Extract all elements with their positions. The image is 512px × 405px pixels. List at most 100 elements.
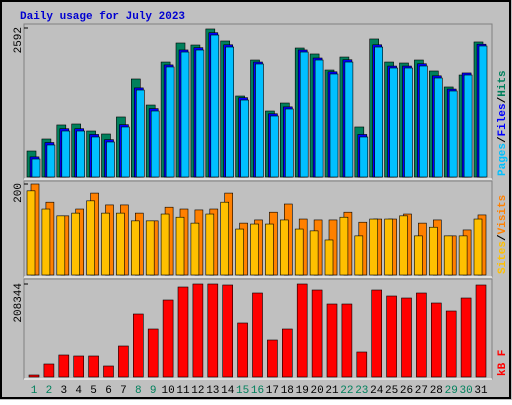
bar (240, 99, 249, 178)
x-tick-label: 20 (310, 385, 323, 397)
x-tick-label: 10 (161, 385, 174, 397)
bar (180, 51, 190, 178)
x-tick-label: 25 (385, 385, 398, 397)
bar (369, 218, 379, 276)
bar (294, 228, 304, 276)
x-tick-label: 2 (46, 385, 53, 397)
legend-entry: Visits (497, 195, 509, 235)
bar (133, 313, 144, 378)
bar (101, 212, 110, 276)
bar (339, 216, 349, 276)
bar (371, 289, 383, 378)
bar (46, 144, 56, 178)
bar (463, 74, 473, 178)
x-tick-label: 24 (370, 385, 384, 397)
bar (26, 190, 36, 276)
bar (416, 292, 427, 378)
bar (311, 289, 323, 378)
bar (195, 49, 205, 178)
legend-entry: Files (497, 103, 509, 136)
x-tick-label: 3 (60, 385, 67, 397)
bar (205, 213, 215, 276)
legend-separator: / (497, 234, 509, 241)
bar (356, 351, 368, 378)
bar (165, 66, 175, 178)
legend: Pages/Files/Hits (497, 70, 509, 176)
bar (76, 130, 85, 178)
bar (344, 61, 354, 178)
x-tick-label: 17 (266, 385, 279, 397)
x-tick-label: 19 (296, 385, 309, 397)
y-tick-label: 2592 (13, 27, 25, 53)
bar (222, 284, 233, 378)
x-tick-label: 21 (325, 385, 339, 397)
bar (43, 363, 55, 378)
x-tick-label: 15 (236, 385, 249, 397)
bar (103, 365, 114, 378)
x-tick-label: 14 (221, 385, 235, 397)
x-tick-label: 18 (281, 385, 294, 397)
legend-entry: Pages (497, 143, 509, 176)
bar (359, 136, 369, 178)
x-tick-label: 23 (355, 385, 368, 397)
bar (428, 226, 438, 276)
bar (136, 89, 145, 178)
x-tick-label: 9 (150, 385, 157, 397)
bar (326, 303, 338, 378)
bar (299, 51, 309, 178)
legend-separator: / (497, 136, 509, 143)
bar (384, 218, 393, 276)
bar (220, 201, 229, 276)
bar (445, 310, 457, 378)
x-tick-label: 5 (90, 385, 97, 397)
bar (448, 90, 458, 178)
bar (58, 354, 70, 378)
x-tick-label: 12 (191, 385, 204, 397)
bar (131, 220, 140, 276)
x-tick-label: 30 (459, 385, 472, 397)
bar (175, 216, 185, 276)
bar (419, 65, 428, 178)
bar (250, 223, 259, 276)
bar (252, 292, 263, 378)
legend-entry: Sites (497, 241, 509, 274)
bar (414, 235, 423, 276)
bar (255, 63, 264, 178)
legend-entry: Hits (497, 70, 509, 96)
bar (86, 200, 95, 276)
x-tick-label: 22 (340, 385, 353, 397)
legend-entry: kB F (497, 350, 509, 376)
chart-title: Daily usage for July 2023 (20, 11, 185, 23)
bar (207, 283, 219, 378)
bar (354, 235, 364, 276)
x-tick-label: 31 (474, 385, 488, 397)
x-tick-label: 26 (400, 385, 413, 397)
x-tick-label: 27 (415, 385, 428, 397)
bar (210, 34, 220, 178)
bar (324, 239, 334, 276)
bar (31, 158, 41, 178)
x-tick-label: 13 (206, 385, 219, 397)
bar (374, 46, 384, 178)
bar (329, 73, 339, 178)
x-tick-label: 4 (75, 385, 82, 397)
bar (91, 136, 100, 178)
legend: kB F (497, 350, 509, 376)
bar (399, 215, 408, 276)
bar (270, 115, 279, 178)
bar (433, 77, 443, 178)
bar (88, 355, 99, 378)
bar (160, 213, 170, 276)
bar (73, 355, 84, 378)
x-tick-label: 1 (31, 385, 38, 397)
bar (41, 208, 51, 276)
bar (71, 212, 80, 276)
bar (314, 59, 324, 178)
bar (265, 223, 274, 276)
bar (284, 108, 294, 178)
bar (56, 215, 66, 276)
x-tick-label: 11 (176, 385, 190, 397)
bar (121, 126, 130, 178)
legend-separator: / (497, 96, 509, 103)
bar (341, 303, 353, 378)
